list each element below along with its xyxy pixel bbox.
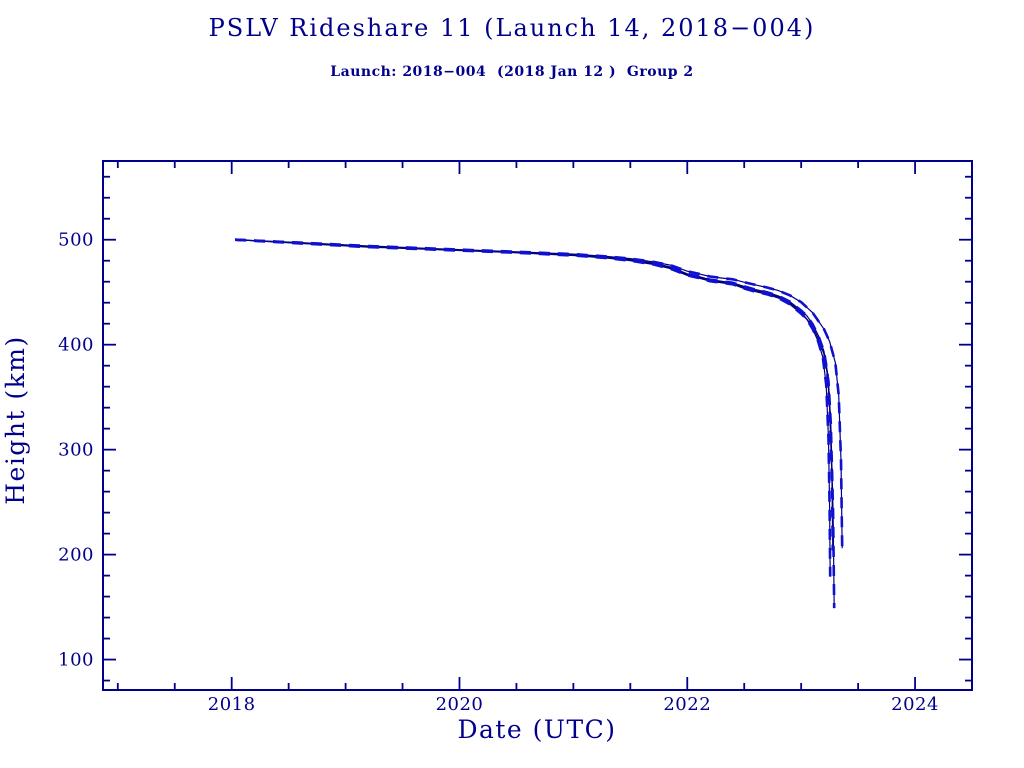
y-tick-label: 400 xyxy=(58,335,94,356)
series-markers-3 xyxy=(235,238,836,609)
x-tick-label: 2022 xyxy=(663,694,711,715)
chart-subtitle: Launch: 2018−004 (2018 Jan 12 ) Group 2 xyxy=(330,64,694,80)
series-line-4 xyxy=(235,239,843,549)
x-tick-label: 2018 xyxy=(208,694,256,715)
series-markers-4 xyxy=(235,238,844,549)
x-axis-label: Date (UTC) xyxy=(457,715,616,744)
y-axis-label: Height (km) xyxy=(1,335,30,505)
chart-title: PSLV Rideshare 11 (Launch 14, 2018−004) xyxy=(208,14,816,42)
series-markers-1 xyxy=(235,238,832,577)
series-line-2 xyxy=(235,239,834,551)
y-tick-label: 100 xyxy=(58,650,94,671)
y-tick-label: 500 xyxy=(58,230,94,251)
series-line-3 xyxy=(235,239,835,609)
x-tick-label: 2024 xyxy=(891,694,939,715)
y-tick-label: 300 xyxy=(58,440,94,461)
plot-frame xyxy=(102,160,973,691)
series-line-1 xyxy=(235,239,831,577)
y-tick-label: 200 xyxy=(58,545,94,566)
x-tick-label: 2020 xyxy=(436,694,484,715)
